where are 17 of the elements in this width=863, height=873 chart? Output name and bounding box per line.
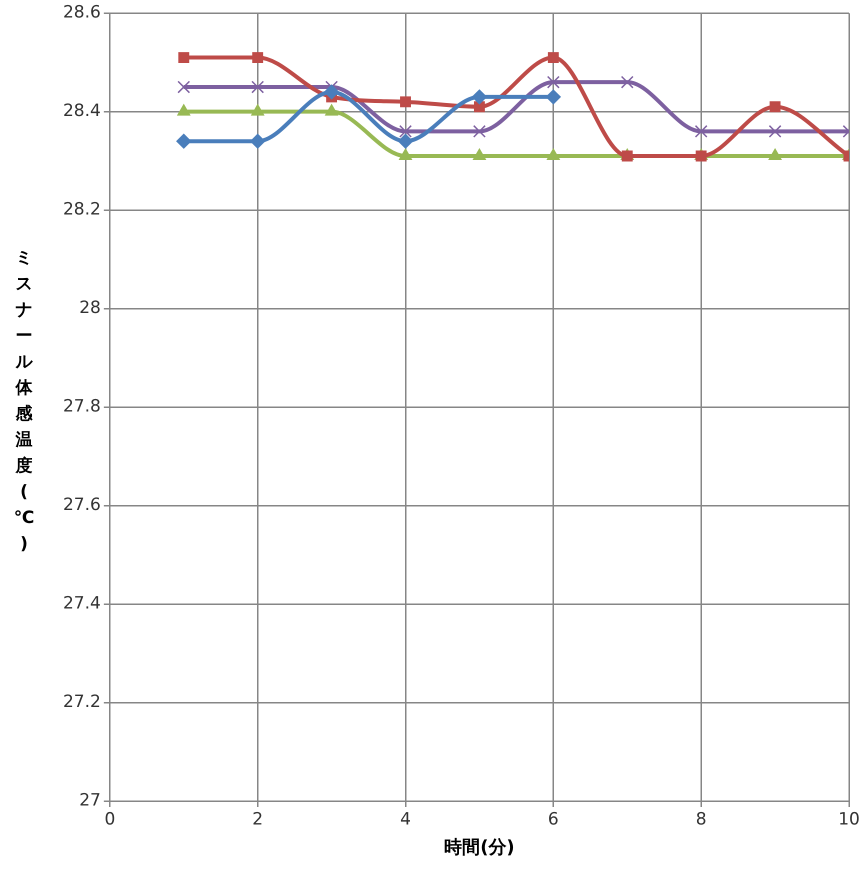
y-tick-label: 28 xyxy=(79,298,101,318)
y-tick-label: 27.4 xyxy=(62,593,101,614)
y-tick-label: 27.2 xyxy=(62,692,101,712)
x-tick-label: 6 xyxy=(548,810,559,830)
x-tick-label: 10 xyxy=(838,810,860,830)
y-tick-label: 27.8 xyxy=(62,396,101,417)
x-tick-label: 2 xyxy=(252,810,264,830)
text: ミスナール体感温度(℃) xyxy=(14,248,34,554)
x-tick-label: 8 xyxy=(696,810,707,830)
x-axis-title: 時間(分) xyxy=(444,836,515,858)
y-tick-label: 28.4 xyxy=(62,101,101,122)
y-tick-label: 27.6 xyxy=(62,494,101,515)
y-tick-label: 27 xyxy=(79,790,101,810)
x-tick-label: 0 xyxy=(104,810,116,830)
y-tick-label: 28.6 xyxy=(62,2,101,23)
x-tick-label: 4 xyxy=(400,810,411,830)
y-tick-label: 28.2 xyxy=(62,200,101,220)
